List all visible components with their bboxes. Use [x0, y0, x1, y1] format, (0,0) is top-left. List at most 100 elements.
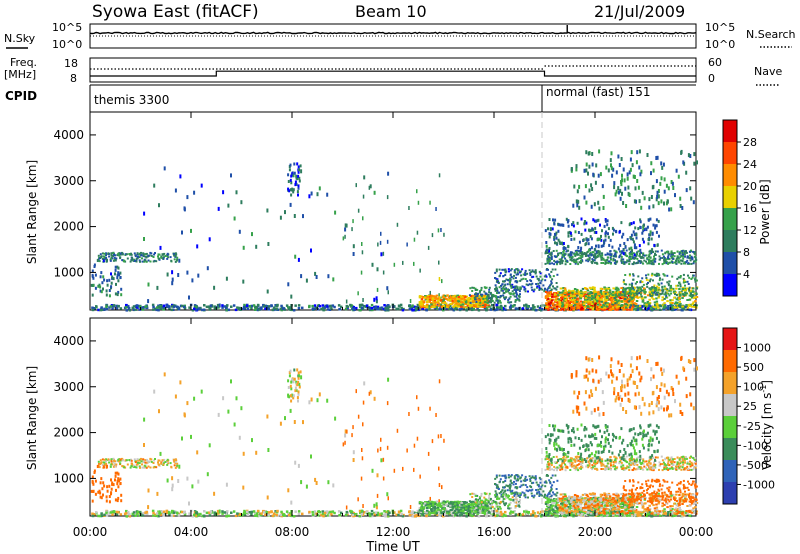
power-cell [628, 252, 631, 255]
power-cell [515, 295, 518, 298]
power-cell [110, 256, 113, 259]
power-cell [569, 301, 573, 303]
power-cell [586, 238, 589, 242]
velocity-cell [540, 510, 543, 514]
power-cell [488, 300, 491, 303]
power-cell [654, 303, 657, 306]
velocity-cell [427, 510, 431, 514]
power-cell [102, 259, 105, 263]
power-cell [574, 230, 577, 234]
power-cell [587, 260, 590, 263]
power-cell [595, 250, 598, 254]
power-cell [422, 305, 426, 308]
power-cell [426, 303, 429, 306]
power-cell [664, 287, 667, 290]
power-cell [144, 253, 147, 256]
power-cell [558, 300, 562, 303]
power-cell [174, 260, 177, 263]
power-cell [515, 268, 518, 271]
power-cell [158, 203, 160, 208]
power-cell [651, 259, 654, 262]
power-cell [432, 300, 435, 303]
power-cell [315, 275, 318, 279]
power-cell [170, 259, 173, 262]
power-cell [609, 238, 612, 242]
power-cell [645, 260, 647, 263]
power-cell [353, 308, 356, 311]
power-cell [495, 270, 498, 273]
power-cell [653, 284, 656, 287]
power-cell [656, 291, 660, 294]
power-cell [487, 297, 490, 300]
power-cell [166, 272, 169, 277]
power-cell [418, 296, 422, 299]
power-cell [633, 199, 636, 204]
power-cell [560, 296, 564, 299]
power-cell [553, 293, 556, 296]
power-cell [459, 294, 462, 297]
power-cell [623, 308, 627, 311]
power-cell [632, 174, 635, 179]
power-cell [613, 185, 616, 190]
power-cell [687, 153, 690, 158]
power-cell [565, 303, 569, 306]
velocity-cell [634, 513, 637, 517]
power-cell [328, 308, 332, 311]
power-cell [321, 304, 325, 307]
power-cell [452, 305, 455, 308]
power-cell [570, 167, 573, 171]
power-cell [290, 308, 293, 311]
velocity-cell [217, 512, 220, 515]
power-cell [129, 260, 132, 263]
power-cell [442, 304, 445, 307]
velocity-cell [180, 510, 184, 514]
power-cell [615, 295, 618, 298]
power-cell [115, 304, 119, 308]
velocity-cell [318, 510, 322, 514]
power-cell [600, 234, 602, 238]
velocity-cell [207, 511, 211, 514]
power-cell [433, 305, 437, 308]
power-cell [658, 262, 660, 265]
velocity-cell [373, 513, 377, 516]
power-cell [577, 302, 581, 305]
power-colorbar-label: Power [dB] [758, 179, 772, 244]
power-cell [638, 199, 641, 204]
power-cell [545, 295, 548, 297]
power-cell [510, 276, 513, 278]
power-cell [645, 283, 648, 286]
power-cell [611, 303, 614, 306]
power-cell [648, 258, 651, 261]
nsky-trace [89, 25, 697, 37]
velocity-cell [115, 463, 118, 466]
power-cell [438, 297, 441, 300]
power-cell [176, 256, 179, 259]
velocity-cell [329, 510, 332, 514]
power-cell [583, 293, 586, 296]
power-cell [531, 289, 534, 291]
power-cell [473, 306, 476, 308]
power-cell [503, 298, 506, 301]
power-cell [116, 254, 119, 257]
power-cell [289, 163, 292, 167]
power-cell [656, 155, 659, 160]
power-cell [110, 285, 113, 289]
power-cell [685, 250, 687, 253]
power-cell [580, 304, 583, 307]
power-cell [652, 184, 655, 189]
power-cell [653, 291, 656, 294]
power-cell [548, 235, 551, 239]
power-cell [539, 282, 542, 285]
power-cell [669, 261, 672, 264]
power-cell [227, 308, 231, 312]
nsky-label: N.Sky [4, 32, 36, 45]
power-cell [549, 276, 552, 279]
power-cell [548, 253, 551, 256]
power-cell [677, 276, 680, 279]
power-cell [551, 262, 554, 265]
power-cell [585, 168, 588, 173]
velocity-cell [340, 511, 343, 515]
velocity-cell [275, 513, 278, 517]
power-cell [475, 292, 477, 295]
